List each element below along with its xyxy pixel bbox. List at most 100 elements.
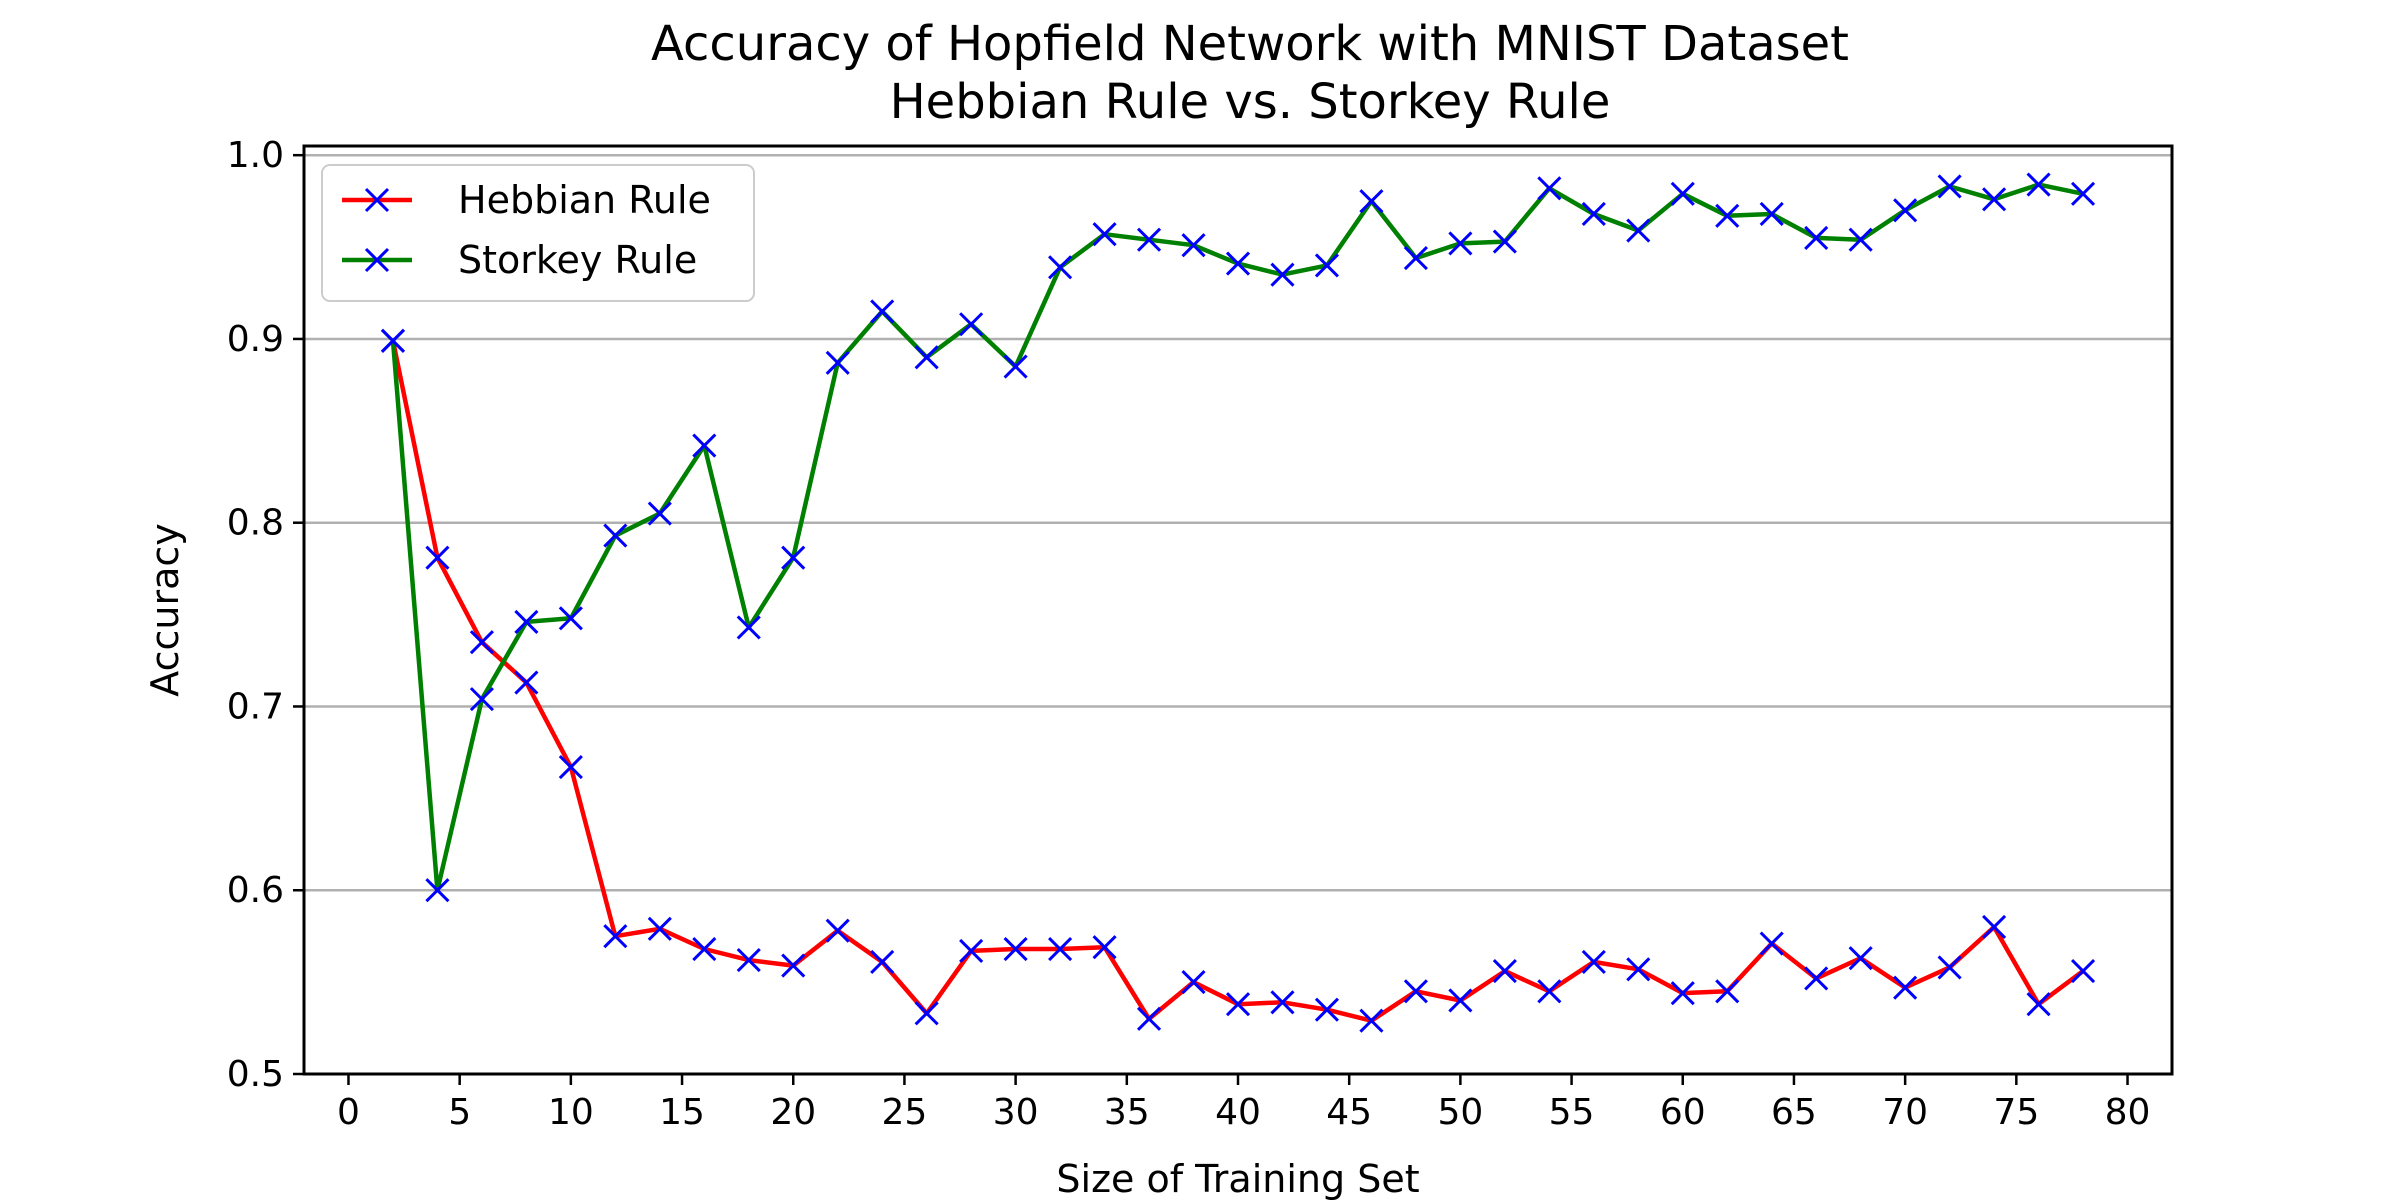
storkey-data-point <box>1092 222 1117 247</box>
x-tick-label: 15 <box>659 1092 705 1133</box>
storkey-data-point <box>1982 187 2007 212</box>
hebbian-data-point <box>1626 957 1651 982</box>
hebbian-data-point <box>1848 946 1873 971</box>
chart-title: Accuracy of Hopfield Network with MNIST … <box>651 16 1849 72</box>
x-axis-ticks: 0 5 10 15 20 25 30 35 40 45 50 55 60 65 70 75 80 <box>337 1074 2150 1133</box>
x-tick-label: 70 <box>1882 1092 1928 1133</box>
storkey-data-point <box>1715 203 1740 228</box>
hebbian-data-point <box>1225 992 1251 1017</box>
storkey-data-point <box>1403 246 1428 271</box>
legend-marker-storkey <box>364 247 390 273</box>
storkey-data-point <box>870 299 895 324</box>
hebbian-data-point <box>1136 1006 1162 1031</box>
storkey-data-point <box>647 501 672 526</box>
storkey-data-point <box>1225 251 1251 276</box>
hebbian-data-point <box>1581 949 1606 974</box>
hebbian-data-point <box>1314 997 1340 1022</box>
y-tick-label: 0.7 <box>227 686 284 727</box>
hebbian-data-point <box>870 949 895 974</box>
hebbian-data-point <box>1003 936 1028 962</box>
legend-marker-hebbian <box>364 187 390 213</box>
x-axis-label: Size of Training Set <box>1056 1157 1419 1200</box>
x-tick-label: 0 <box>337 1092 360 1133</box>
hebbian-data-point <box>1759 931 1784 956</box>
hebbian-data-point <box>1048 936 1073 962</box>
storkey-data-point <box>914 345 939 370</box>
storkey-data-point <box>1314 253 1340 278</box>
x-tick-label: 50 <box>1437 1092 1483 1133</box>
storkey-data-point <box>1270 262 1295 287</box>
y-tick-label: 0.9 <box>227 319 284 360</box>
storkey-data-point <box>1136 227 1162 252</box>
storkey-data-point <box>1626 218 1651 243</box>
legend-box <box>321 164 755 302</box>
storkey-data-point <box>1359 189 1384 214</box>
hebbian-data-point <box>781 953 806 978</box>
x-tick-label: 35 <box>1104 1092 1150 1133</box>
legend: Hebbian Rule Storkey Rule <box>321 164 755 302</box>
hebbian-data-point <box>1403 979 1428 1004</box>
storkey-data-point <box>425 878 450 903</box>
storkey-data-point <box>1537 176 1562 201</box>
y-tick-label: 0.8 <box>227 503 284 544</box>
storkey-data-point <box>469 687 494 712</box>
storkey-data-point <box>1448 231 1473 256</box>
storkey-data-point <box>380 328 406 353</box>
storkey-data-point <box>781 545 806 570</box>
hebbian-data-point <box>1181 970 1206 995</box>
storkey-data-point <box>2070 181 2096 206</box>
storkey-data-point <box>736 615 761 640</box>
hebbian-data-point <box>692 936 717 962</box>
storkey-data-point <box>558 606 583 631</box>
hebbian-data-point <box>825 918 850 943</box>
storkey-data-point <box>1804 225 1829 250</box>
storkey-data-point <box>959 312 984 337</box>
hebbian-data-point <box>647 916 672 941</box>
storkey-data-point <box>1893 198 1918 223</box>
hebbian-data-point <box>1670 981 1695 1006</box>
x-tick-label: 55 <box>1549 1092 1595 1133</box>
hebbian-data-point <box>1715 979 1740 1004</box>
hebbian-data-point <box>1092 935 1117 960</box>
x-tick-label: 65 <box>1771 1092 1817 1133</box>
hebbian-data-point <box>914 1001 939 1026</box>
hebbian-data-point <box>1492 959 1517 984</box>
x-tick-label: 10 <box>548 1092 594 1133</box>
hebbian-data-point <box>1937 955 1962 980</box>
hebbian-data-point <box>558 755 583 780</box>
hebbian-data-point <box>469 630 494 655</box>
x-tick-label: 5 <box>448 1092 471 1133</box>
x-tick-label: 45 <box>1326 1092 1372 1133</box>
storkey-data-point <box>1848 227 1873 252</box>
y-tick-label: 1.0 <box>227 135 284 176</box>
hebbian-data-point <box>1804 966 1829 991</box>
storkey-data-point <box>1581 201 1606 227</box>
hebbian-data-point <box>2026 992 2051 1017</box>
legend-label-hebbian: Hebbian Rule <box>458 178 711 222</box>
x-tick-label: 60 <box>1660 1092 1706 1133</box>
x-tick-label: 30 <box>993 1092 1039 1133</box>
storkey-data-point <box>1492 229 1517 254</box>
y-tick-label: 0.6 <box>227 870 284 911</box>
storkey-data-point <box>1759 201 1784 227</box>
y-axis-label: Accuracy <box>143 523 187 697</box>
hebbian-data-point <box>736 948 761 973</box>
storkey-data-point <box>1003 354 1028 379</box>
hebbian-data-point <box>1270 990 1295 1015</box>
hebbian-data-point <box>2070 959 2096 984</box>
x-tick-label: 80 <box>2105 1092 2151 1133</box>
y-axis-ticks: 0.5 0.6 0.7 0.8 0.9 1.0 <box>227 135 304 1095</box>
hebbian-data-point <box>514 670 539 695</box>
data-markers <box>380 172 2096 1033</box>
legend-label-storkey: Storkey Rule <box>458 238 697 282</box>
storkey-data-point <box>1670 181 1695 206</box>
hebbian-data-point <box>1448 988 1473 1013</box>
x-tick-label: 40 <box>1215 1092 1261 1133</box>
storkey-data-point <box>603 523 628 548</box>
chart-subtitle: Hebbian Rule vs. Storkey Rule <box>890 74 1611 130</box>
storkey-data-point <box>825 350 850 375</box>
storkey-data-point <box>1937 174 1962 199</box>
hebbian-data-point <box>1982 914 2007 940</box>
